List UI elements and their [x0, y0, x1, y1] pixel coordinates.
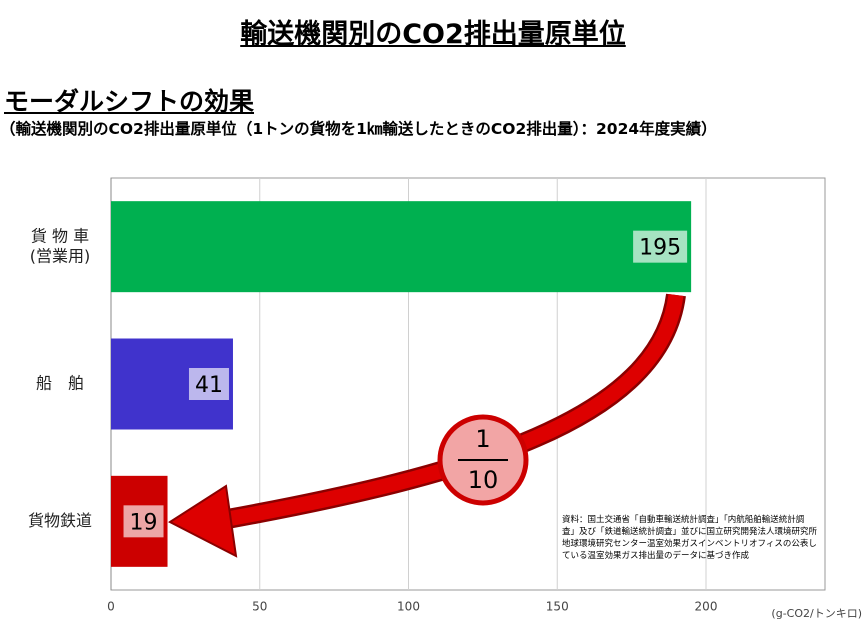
chart-subtitle: モーダルシフトの効果 — [4, 87, 255, 116]
x-unit: (g-CO2/トンキロ) — [771, 607, 862, 620]
source-note: 資料：国土交通省「自動車輸送統計調査」「内航船舶輸送統計調査」及び「鉄道輸送統計… — [562, 515, 818, 561]
bar — [111, 201, 692, 293]
ratio-denominator: 10 — [468, 466, 499, 494]
value-label-box — [633, 230, 688, 263]
value-label: 41 — [195, 373, 223, 398]
title-wrap: 輸送機関別のCO2排出量原単位 — [0, 12, 866, 51]
value-label: 195 — [639, 236, 681, 261]
y-tick-label: 船 舶 — [36, 374, 84, 393]
chart-description: （輸送機関別のCO2排出量原単位（1トンの貨物を1㎞輸送したときのCO2排出量）… — [0, 120, 717, 138]
x-tick-label: 150 — [546, 600, 569, 614]
value-label-box — [188, 368, 229, 400]
x-tick-label: 200 — [695, 600, 718, 614]
arrow-body — [220, 293, 684, 528]
chart-title: 輸送機関別のCO2排出量原単位 — [240, 19, 626, 50]
x-tick-label: 0 — [107, 600, 115, 614]
x-tick-label: 50 — [252, 600, 267, 614]
ratio-numerator: 1 — [475, 425, 490, 453]
value-label-box — [123, 505, 164, 538]
x-tick-label: 100 — [397, 600, 420, 614]
value-label: 19 — [130, 510, 158, 535]
y-tick-label: 貨 物 車(営業用) — [30, 226, 91, 265]
arrow-head — [168, 484, 238, 558]
y-tick-label: 貨物鉄道 — [28, 511, 92, 530]
